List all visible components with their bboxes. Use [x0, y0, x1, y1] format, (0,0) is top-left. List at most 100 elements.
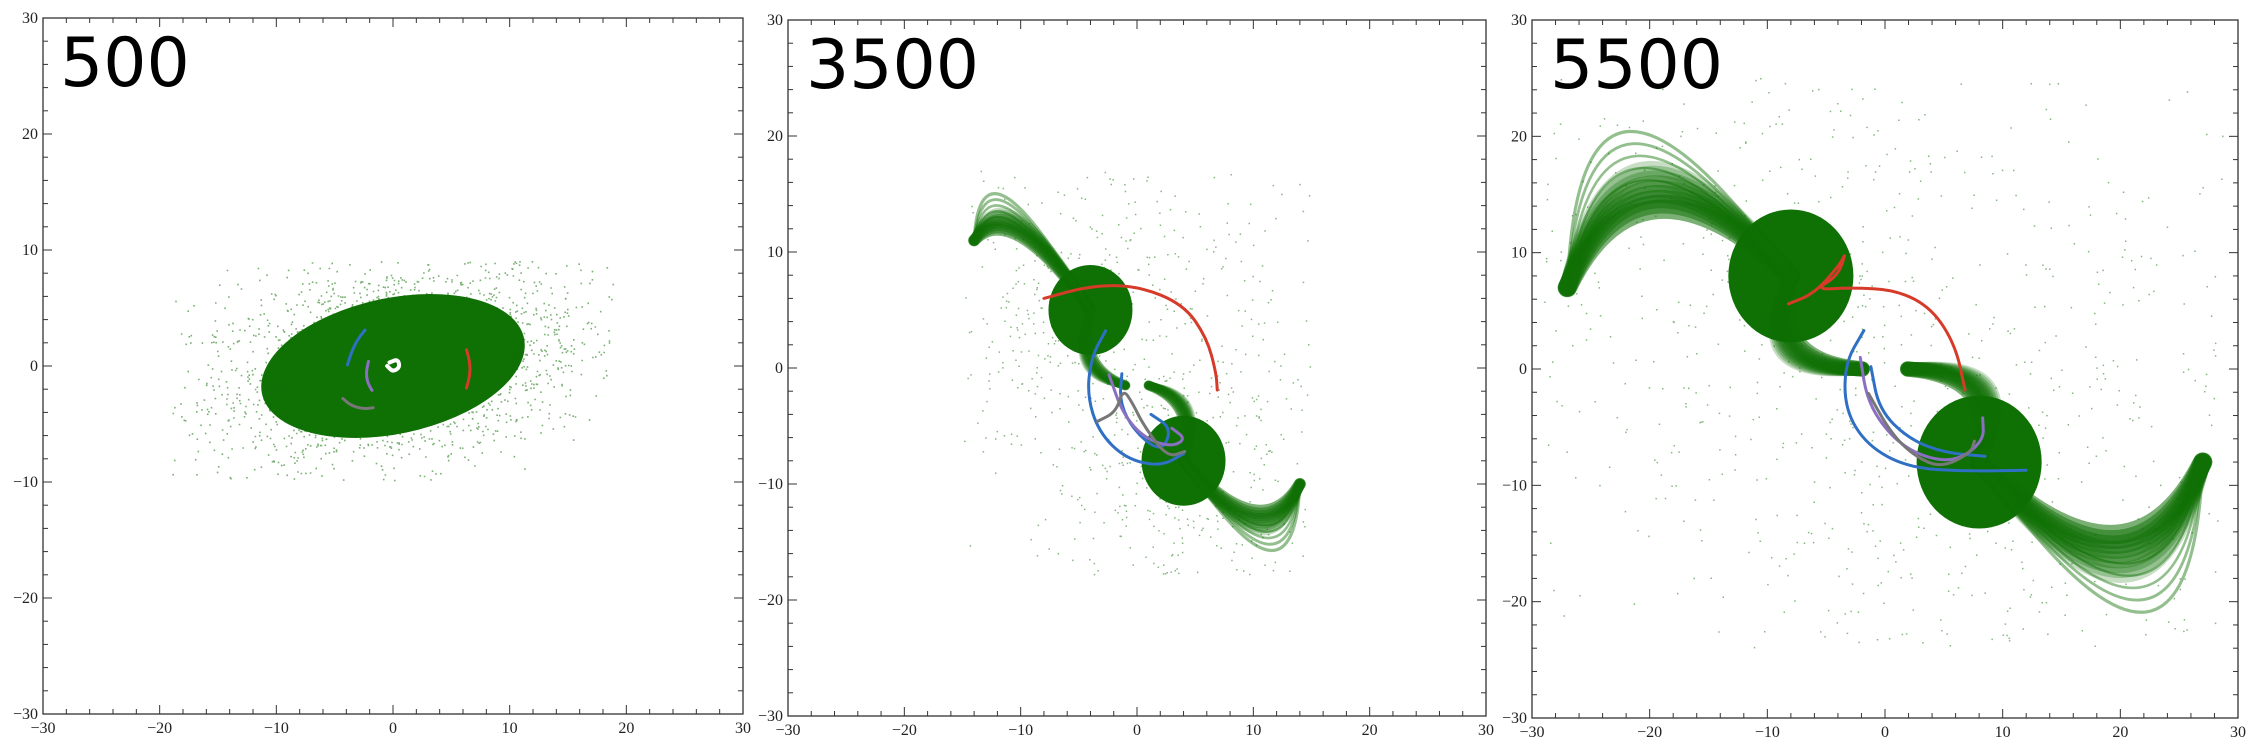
x-tick-label: 0 — [389, 720, 397, 737]
x-tick-label: 30 — [2230, 724, 2246, 741]
spiral-arm — [1558, 184, 1800, 297]
tick-labels-2: −30 −20 −10 0 10 20 30 −30 −20 −10 0 10 20 30 — [1502, 12, 2246, 741]
track-blue-1 — [1843, 329, 2028, 473]
y-tick-label: 0 — [30, 358, 38, 375]
spiral-arm — [968, 221, 1097, 316]
spiral-arm — [1771, 269, 1869, 376]
x-tick-label: −20 — [147, 720, 172, 737]
spiral-arm — [1558, 189, 1801, 297]
spiral-arm — [969, 216, 1096, 315]
spiral-arm — [1144, 381, 1194, 465]
spiral-arm — [1179, 456, 1305, 531]
y-tick-label: 20 — [767, 128, 783, 145]
spiral-arm — [1970, 453, 2212, 564]
spiral-arm — [1559, 160, 1799, 296]
spiral-arm — [1770, 269, 1869, 377]
particle-layer-0 — [172, 261, 615, 482]
spiral-arm — [1900, 361, 1995, 470]
spiral-arm — [1971, 454, 2211, 583]
y-tick-label: −10 — [758, 476, 783, 493]
spiral-arm — [1145, 381, 1195, 465]
panel-1: −30 −20 −10 0 10 20 30 −30 −20 −10 0 10 20 30 3500 — [758, 12, 1494, 739]
spiral-arm — [1901, 362, 1999, 469]
spiral-arm — [1144, 381, 1194, 465]
panel-label-1: 3500 — [806, 26, 979, 105]
spiral-arm — [1774, 269, 1870, 376]
y-tick-label: −20 — [758, 592, 783, 609]
x-tick-label: −30 — [1519, 724, 1544, 741]
spiral-arm — [1080, 306, 1130, 390]
particle-layer-2 — [1544, 78, 2224, 649]
track-red-0 — [1787, 254, 1967, 392]
y-tick-label: −10 — [13, 474, 38, 491]
x-tick-label: 30 — [1478, 722, 1494, 739]
y-tick-label: −30 — [13, 706, 38, 723]
y-tick-label: 30 — [1511, 12, 1527, 29]
outer-shell — [972, 192, 1092, 311]
track-gray-3 — [341, 396, 375, 410]
spiral-arm — [1559, 170, 1800, 296]
outer-shell — [972, 198, 1092, 311]
x-tick-label: 20 — [1362, 722, 1378, 739]
x-tick-label: 0 — [1881, 724, 1889, 741]
x-tick-label: 20 — [618, 720, 634, 737]
spiral-arm — [1901, 361, 2000, 469]
spiral-arm — [969, 211, 1095, 315]
x-tick-label: 20 — [2112, 724, 2128, 741]
track-red-0 — [1042, 284, 1219, 392]
y-tick-label: −20 — [1502, 594, 1527, 611]
y-tick-label: −30 — [1502, 710, 1527, 727]
spiral-arm — [1900, 362, 1996, 469]
outer-shell — [1182, 460, 1301, 527]
spiral-arm — [1768, 270, 1869, 377]
outer-shell — [1977, 461, 2205, 602]
track-red-0 — [465, 348, 472, 390]
outer-shell — [1566, 166, 1792, 288]
panel-0: −30 −20 −10 0 10 20 30 −30 −20 −10 0 10 20 30 500 — [13, 10, 751, 737]
plot-frame-0 — [42, 17, 744, 715]
spiral-arm — [1178, 455, 1306, 522]
spiral-arm — [1558, 175, 1800, 297]
track-gray-4 — [1867, 391, 1976, 467]
spiral-arm — [1970, 453, 2212, 569]
outer-shell — [972, 204, 1092, 311]
spiral-arm — [1969, 452, 2213, 549]
track-blue-2 — [1119, 372, 1170, 449]
y-tick-label: 30 — [22, 10, 38, 27]
spiral-arm — [1144, 381, 1193, 466]
spiral-arm — [1145, 382, 1195, 465]
tick-labels-1: −30 −20 −10 0 10 20 30 −30 −20 −10 0 10 20 30 — [758, 12, 1494, 739]
spiral-arm — [1900, 361, 1994, 470]
outer-shell — [1182, 460, 1302, 533]
outer-shell — [1978, 461, 2204, 577]
spiral-arm — [968, 219, 1096, 316]
track-purple-2 — [365, 359, 374, 392]
track-gray-4 — [1095, 391, 1187, 457]
track-blue-1 — [346, 328, 367, 367]
track-layer-2 — [1787, 254, 2028, 473]
spiral-arm — [1081, 305, 1130, 390]
y-tick-label: 0 — [775, 360, 783, 377]
plot-frame-1 — [787, 19, 1487, 717]
spiral-arm — [1900, 361, 1993, 470]
ticks-1 — [787, 19, 1487, 717]
spiral-arm — [1970, 453, 2211, 574]
spiral-arm — [1144, 380, 1193, 466]
outer-shell — [1566, 154, 1792, 288]
y-tick-label: 20 — [22, 126, 38, 143]
x-tick-label: −10 — [1755, 724, 1780, 741]
y-tick-label: −20 — [13, 590, 38, 607]
x-tick-label: −20 — [892, 722, 917, 739]
tick-labels-0: −30 −20 −10 0 10 20 30 −30 −20 −10 0 10 20 30 — [13, 10, 751, 737]
x-tick-label: −10 — [1008, 722, 1033, 739]
outer-shell — [1978, 461, 2204, 590]
particle-halo — [172, 261, 615, 482]
spiral-arm — [1971, 454, 2211, 578]
spiral-arm — [969, 209, 1095, 315]
spiral-arm — [1559, 165, 1799, 296]
spiral-arm — [1143, 380, 1192, 466]
spiral-arm — [1145, 382, 1196, 464]
particle-dust — [964, 170, 1312, 576]
outer-shell — [1565, 142, 1793, 288]
